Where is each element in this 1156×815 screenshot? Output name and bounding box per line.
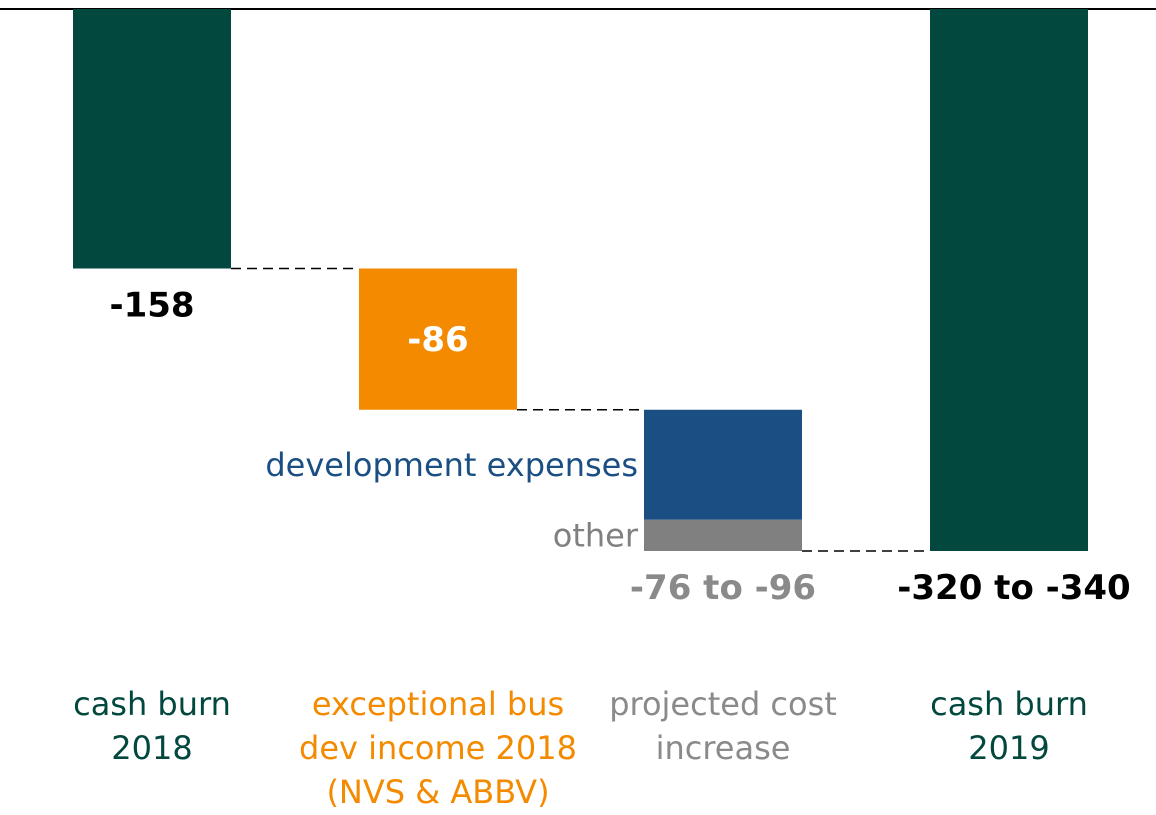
segment-label: development expenses	[265, 446, 638, 484]
category-label: exceptional bus dev income 2018 (NVS & ABB…	[299, 685, 577, 811]
bar-total-0	[73, 9, 231, 269]
bar-segment-development-expenses	[644, 409, 802, 520]
bar-delta-1	[359, 268, 517, 410]
value-label: -76 to -96	[630, 568, 816, 608]
value-label: -86	[407, 320, 468, 360]
category-label: projected cost increase	[609, 685, 837, 767]
bar-total-3	[930, 9, 1088, 551]
segment-label: other	[553, 516, 639, 554]
value-label: -158	[109, 286, 194, 326]
value-label: -320 to -340	[897, 568, 1130, 608]
bar-segment-other	[644, 519, 802, 551]
category-label: cash burn 2018	[73, 685, 231, 767]
category-label: cash burn 2019	[930, 685, 1088, 767]
